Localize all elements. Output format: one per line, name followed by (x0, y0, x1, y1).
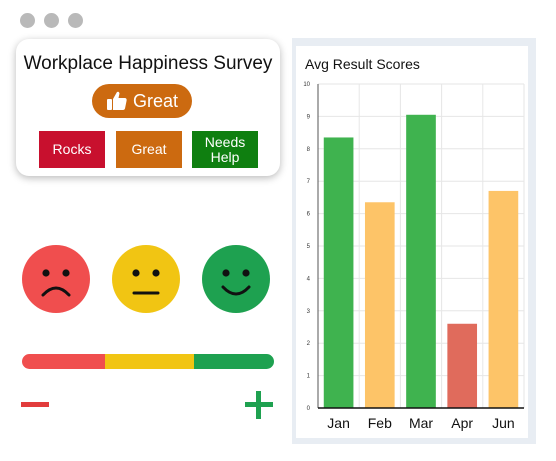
plus-icon[interactable] (245, 391, 273, 419)
bar-mar (406, 114, 436, 408)
x-tick-label: Feb (368, 415, 392, 431)
neutral-face-icon[interactable] (112, 245, 180, 313)
bar-chart: 0 1 2 3 4 5 6 7 8 9 10 Jan Feb Mar Apr Jun (303, 82, 525, 431)
y-tick-label: 10 (303, 82, 310, 88)
window-dot-3[interactable] (68, 13, 83, 28)
survey-title: Workplace Happiness Survey (23, 53, 273, 74)
mood-scale-bar[interactable] (22, 354, 274, 369)
survey-card: Workplace Happiness Survey Great Rocks G… (16, 39, 280, 176)
bar-jun (488, 190, 519, 408)
y-tick-label: 9 (307, 114, 311, 120)
chart-title: Avg Result Scores (305, 56, 420, 72)
option-rocks-button[interactable]: Rocks (39, 131, 105, 168)
y-tick-label: 5 (307, 244, 311, 250)
thumbs-up-icon (106, 91, 128, 111)
chart-container: Avg Result Scores 0 1 2 3 4 5 6 7 8 9 10 Jan Feb Mar A… (292, 38, 536, 444)
y-tick-label: 2 (307, 341, 311, 347)
y-tick-label: 0 (307, 406, 311, 412)
bar-feb (364, 202, 395, 408)
y-tick-label: 8 (307, 147, 311, 153)
option-great-button[interactable]: Great (116, 131, 182, 168)
y-tick-label: 4 (307, 276, 311, 282)
bar-apr (447, 323, 478, 408)
chart-panel: Avg Result Scores 0 1 2 3 4 5 6 7 8 9 10 Jan Feb Mar A… (296, 46, 528, 438)
selected-mood-label: Great (132, 90, 179, 111)
scale-segment-low (22, 354, 105, 369)
scale-segment-mid (105, 354, 194, 369)
x-tick-label: Apr (451, 415, 473, 431)
y-tick-label: 7 (307, 179, 311, 185)
minus-icon[interactable] (21, 402, 49, 407)
bar-jan (323, 137, 354, 408)
y-tick-label: 3 (307, 309, 311, 315)
happy-face-icon[interactable] (202, 245, 270, 313)
sad-face-icon[interactable] (22, 245, 90, 313)
y-tick-label: 6 (307, 212, 311, 218)
option-needs-help-button[interactable]: Needs Help (192, 131, 258, 168)
window-dot-2[interactable] (44, 13, 59, 28)
x-tick-label: Jan (327, 415, 350, 431)
x-tick-label: Mar (409, 415, 433, 431)
window-controls (20, 13, 83, 28)
y-tick-label: 1 (307, 374, 311, 380)
x-tick-label: Jun (492, 415, 515, 431)
selected-mood-button[interactable]: Great (92, 84, 192, 118)
scale-segment-high (194, 354, 274, 369)
window-dot-1[interactable] (20, 13, 35, 28)
